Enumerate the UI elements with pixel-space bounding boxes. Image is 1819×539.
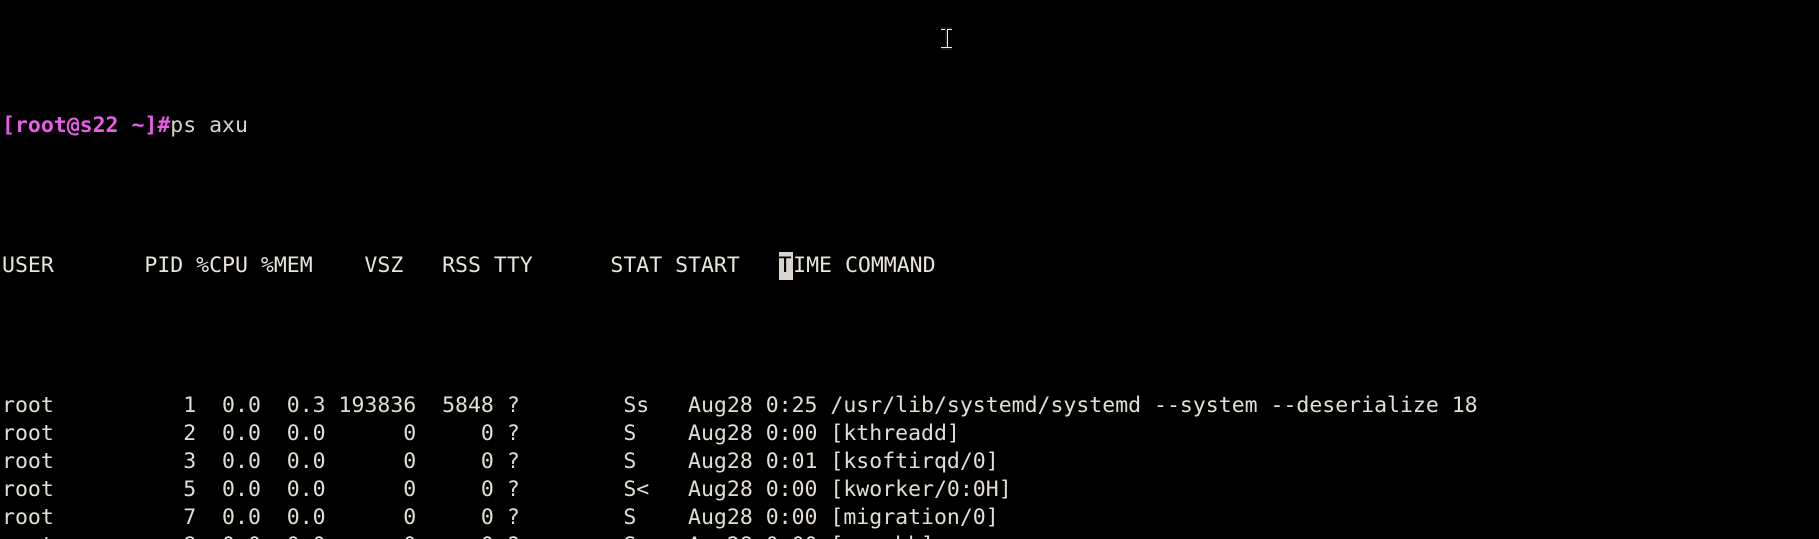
shell-prompt: [root@s22 ~]# xyxy=(2,113,171,138)
table-row: root 7 0.0 0.0 0 0 ? S Aug28 0:00 [migra… xyxy=(2,505,999,530)
table-row: root 8 0.0 0.0 0 0 ? S Aug28 0:00 [rcu_b… xyxy=(2,532,1478,539)
table-header-row: USER PID %CPU %MEM VSZ RSS TTY STAT STAR… xyxy=(2,252,1478,280)
process-list: root 1 0.0 0.3 193836 5848 ? Ss Aug28 0:… xyxy=(2,392,1478,539)
text-cursor: T xyxy=(778,252,794,280)
prompt-line: [root@s22 ~]#ps axu xyxy=(2,112,1478,140)
table-header-prefix: USER PID %CPU %MEM VSZ RSS TTY STAT STAR… xyxy=(2,253,779,278)
table-row: root 1 0.0 0.3 193836 5848 ? Ss Aug28 0:… xyxy=(2,393,1478,418)
table-header-suffix: IME COMMAND xyxy=(793,253,936,278)
table-row: root 3 0.0 0.0 0 0 ? S Aug28 0:01 [ksoft… xyxy=(2,449,999,474)
command-input[interactable]: ps axu xyxy=(170,113,248,138)
table-row: root 5 0.0 0.0 0 0 ? S< Aug28 0:00 [kwor… xyxy=(2,477,1012,502)
table-row: root 2 0.0 0.0 0 0 ? S Aug28 0:00 [kthre… xyxy=(2,421,960,446)
terminal-screen[interactable]: [root@s22 ~]#ps axu USER PID %CPU %MEM V… xyxy=(2,0,1478,539)
